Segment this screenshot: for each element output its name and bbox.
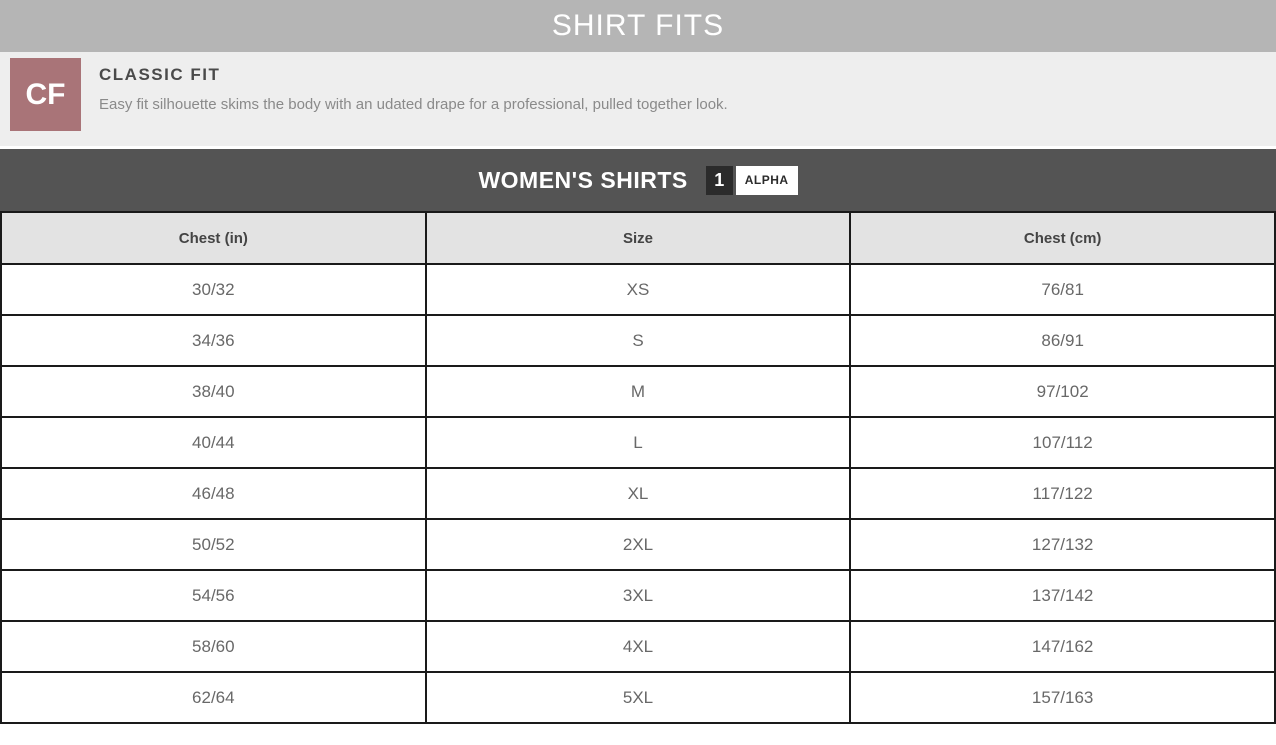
table-row: 34/36 S 86/91 <box>0 314 1276 367</box>
fit-description: Easy fit silhouette skims the body with … <box>99 96 728 113</box>
fit-name: CLASSIC FIT <box>99 65 221 84</box>
table-row: 54/56 3XL 137/142 <box>0 569 1276 622</box>
size-cell: M <box>424 365 852 418</box>
size-table: Chest (in) Size Chest (cm) 30/32 XS 76/8… <box>0 211 1276 724</box>
page-header: SHIRT FITS <box>0 0 1276 52</box>
table-row: 30/32 XS 76/81 <box>0 263 1276 316</box>
size-cell: 5XL <box>424 671 852 724</box>
chest-in-cell: 58/60 <box>0 620 427 673</box>
size-table-body: 30/32 XS 76/81 34/36 S 86/91 38/40 M 97/… <box>0 263 1276 724</box>
header-row: Chest (in) Size Chest (cm) <box>0 211 1276 265</box>
table-row: 58/60 4XL 147/162 <box>0 620 1276 673</box>
alpha-size-badge: ALPHA <box>735 165 798 195</box>
column-header-chest-in: Chest (in) <box>0 211 427 265</box>
table-row: 38/40 M 97/102 <box>0 365 1276 418</box>
column-header-chest-cm: Chest (cm) <box>849 211 1276 265</box>
page-title: SHIRT FITS <box>551 9 725 42</box>
table-row: 40/44 L 107/112 <box>0 416 1276 469</box>
classic-fit-text: CLASSIC FIT Easy fit silhouette skims th… <box>99 58 728 113</box>
chest-cm-cell: 147/162 <box>849 620 1276 673</box>
womens-shirts-bar: WOMEN'S SHIRTS 1 ALPHA <box>0 149 1276 211</box>
size-cell: S <box>424 314 852 367</box>
chest-cm-cell: 117/122 <box>849 467 1276 520</box>
chest-in-cell: 62/64 <box>0 671 427 724</box>
table-row: 62/64 5XL 157/163 <box>0 671 1276 724</box>
chest-in-cell: 38/40 <box>0 365 427 418</box>
size-cell: 3XL <box>424 569 852 622</box>
chest-cm-cell: 127/132 <box>849 518 1276 571</box>
chest-cm-cell: 107/112 <box>849 416 1276 469</box>
chest-cm-cell: 86/91 <box>849 314 1276 367</box>
chest-in-cell: 30/32 <box>0 263 427 316</box>
column-header-size: Size <box>424 211 852 265</box>
chest-in-cell: 50/52 <box>0 518 427 571</box>
size-cell: XL <box>424 467 852 520</box>
classic-fit-section: CF CLASSIC FIT Easy fit silhouette skims… <box>0 52 1276 146</box>
footnote-number-badge: 1 <box>705 165 733 195</box>
chest-cm-cell: 97/102 <box>849 365 1276 418</box>
size-cell: XS <box>424 263 852 316</box>
size-cell: 2XL <box>424 518 852 571</box>
chest-in-cell: 54/56 <box>0 569 427 622</box>
classic-fit-badge: CF <box>10 58 81 131</box>
chest-cm-cell: 157/163 <box>849 671 1276 724</box>
table-row: 46/48 XL 117/122 <box>0 467 1276 520</box>
size-cell: L <box>424 416 852 469</box>
size-table-header: Chest (in) Size Chest (cm) <box>0 211 1276 265</box>
chest-in-cell: 40/44 <box>0 416 427 469</box>
chest-in-cell: 34/36 <box>0 314 427 367</box>
chest-cm-cell: 76/81 <box>849 263 1276 316</box>
shirt-fits-page: SHIRT FITS CF CLASSIC FIT Easy fit silho… <box>0 0 1276 724</box>
size-cell: 4XL <box>424 620 852 673</box>
chest-cm-cell: 137/142 <box>849 569 1276 622</box>
section-title: WOMEN'S SHIRTS <box>478 166 688 193</box>
chest-in-cell: 46/48 <box>0 467 427 520</box>
table-row: 50/52 2XL 127/132 <box>0 518 1276 571</box>
